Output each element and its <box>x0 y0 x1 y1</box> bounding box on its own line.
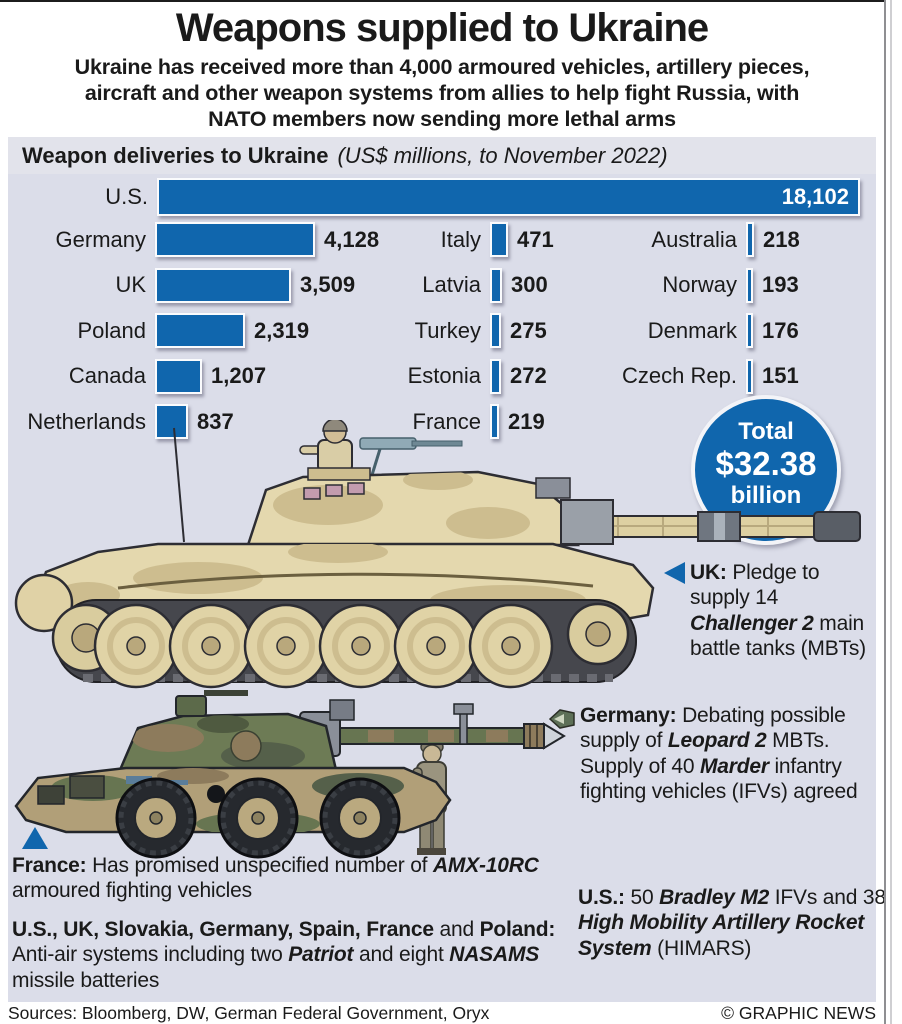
bar <box>490 404 499 440</box>
bar-row-us: U.S. 18,102 <box>8 174 876 220</box>
germany-annotation: Germany: Debating possible supply of Leo… <box>549 703 885 805</box>
bar <box>490 358 501 394</box>
bar-row: France 219 <box>301 399 554 445</box>
bar-value: 193 <box>762 272 799 298</box>
bar-row: Czech Rep. 151 <box>551 354 800 400</box>
sources-text: Sources: Bloomberg, DW, German Federal G… <box>8 1002 490 1023</box>
bar-row: Norway 193 <box>551 263 800 309</box>
bar <box>746 358 753 394</box>
bar-column-2: Italy 471 Latvia 300 Turkey 275 Estonia 272 Fran… <box>301 217 554 445</box>
total-unit: billion <box>730 481 802 509</box>
bar-value: 1,207 <box>211 363 267 389</box>
bar-value: 218 <box>763 226 800 252</box>
bar-label: Canada <box>68 363 146 389</box>
bar-column-1: Germany 4,128 UK 3,509 Poland 2,319 Canada 1,20… <box>8 217 379 445</box>
page-edge-line <box>890 0 892 1024</box>
bar <box>155 267 291 303</box>
bar-value: 219 <box>508 408 545 434</box>
bar-row: Germany 4,128 <box>8 217 379 263</box>
bar-value: 18,102 <box>781 184 849 209</box>
bar-value: 4,128 <box>324 226 380 252</box>
bar <box>155 313 245 349</box>
bar <box>490 313 501 349</box>
bar-value: 300 <box>511 272 548 298</box>
bar <box>155 358 202 394</box>
bar-row: Italy 471 <box>301 217 554 263</box>
footer: Sources: Bloomberg, DW, German Federal G… <box>8 1002 876 1024</box>
bar <box>490 267 502 303</box>
bar-row: Latvia 300 <box>301 263 554 309</box>
bar-row: Poland 2,319 <box>8 308 379 354</box>
antiair-annotation: U.S., UK, Slovakia, Germany, Spain, Fran… <box>12 918 556 992</box>
bar: 18,102 <box>157 178 860 216</box>
bar-value: 272 <box>510 363 547 389</box>
bar-row: Canada 1,207 <box>8 354 379 400</box>
bar-label: France <box>412 408 481 434</box>
page-subtitle: Ukraine has received more than 4,000 arm… <box>74 55 810 132</box>
bar-value: 3,509 <box>300 272 356 298</box>
total-value: $32.38 <box>715 445 817 482</box>
credit-text: © GRAPHIC NEWS <box>721 1002 876 1023</box>
page-top-rule <box>0 0 884 2</box>
bar-row: Australia 218 <box>551 217 800 263</box>
uk-annotation: UK: Pledge to supply 14 Challenger 2 mai… <box>664 560 884 662</box>
france-annotation: France: Has promised unspecified number … <box>12 854 539 903</box>
bar-row: UK 3,509 <box>8 263 379 309</box>
challenger-2-tank-illustration <box>14 420 861 689</box>
uk-annotation-text: UK: Pledge to supply 14 Challenger 2 mai… <box>690 561 866 661</box>
bar-row: Estonia 272 <box>301 354 554 400</box>
bar <box>746 313 753 349</box>
bar-label: Latvia <box>422 272 481 298</box>
bar-value: 471 <box>517 226 554 252</box>
left-triangle-icon <box>664 562 685 584</box>
bar-label: Norway <box>662 272 737 298</box>
bar <box>155 404 188 440</box>
bar-value: 837 <box>197 408 234 434</box>
bar-value: 275 <box>510 317 547 343</box>
chart-heading-note: (US$ millions, to November 2022) <box>337 142 668 168</box>
us-annotation: U.S.: 50 Bradley M2 IFVs and 38 High Mob… <box>578 886 886 960</box>
bar-column-3: Australia 218 Norway 193 Denmark 176 Czech Rep… <box>551 217 800 399</box>
germany-annotation-text: Germany: Debating possible supply of Leo… <box>580 704 858 804</box>
bar <box>155 222 315 258</box>
left-pointer-icon <box>549 709 575 729</box>
page-edge-line <box>884 0 886 1024</box>
bar-row: Denmark 176 <box>551 308 800 354</box>
page-title: Weapons supplied to Ukraine <box>175 6 709 50</box>
chart-panel: Weapon deliveries to Ukraine (US$ millio… <box>8 137 886 1003</box>
up-triangle-icon <box>22 827 48 849</box>
bar-label: Turkey <box>414 317 481 343</box>
bar-label: Poland <box>77 317 146 343</box>
bar-label: Italy <box>440 226 481 252</box>
bar <box>746 267 753 303</box>
bar-label: U.S. <box>105 184 148 209</box>
bar <box>490 222 508 258</box>
chart-heading: Weapon deliveries to Ukraine (US$ millio… <box>8 137 876 174</box>
amx-10rc-illustration <box>14 690 566 859</box>
total-label: Total <box>738 418 794 445</box>
chart-heading-text: Weapon deliveries to Ukraine <box>22 142 329 168</box>
bar-label: Netherlands <box>27 408 146 434</box>
bar-label: Denmark <box>647 317 737 343</box>
bar-value: 151 <box>762 363 799 389</box>
bar-label: Czech Rep. <box>622 363 737 389</box>
bar-value: 2,319 <box>254 317 310 343</box>
bar-label: Australia <box>651 226 737 252</box>
bar-row: Netherlands 837 <box>8 399 379 445</box>
bar-row: Turkey 275 <box>301 308 554 354</box>
bar-label: Estonia <box>407 363 481 389</box>
bar-value: 176 <box>762 317 799 343</box>
bar <box>746 222 754 258</box>
bar-label: UK <box>115 272 146 298</box>
bar-label: Germany <box>55 226 146 252</box>
